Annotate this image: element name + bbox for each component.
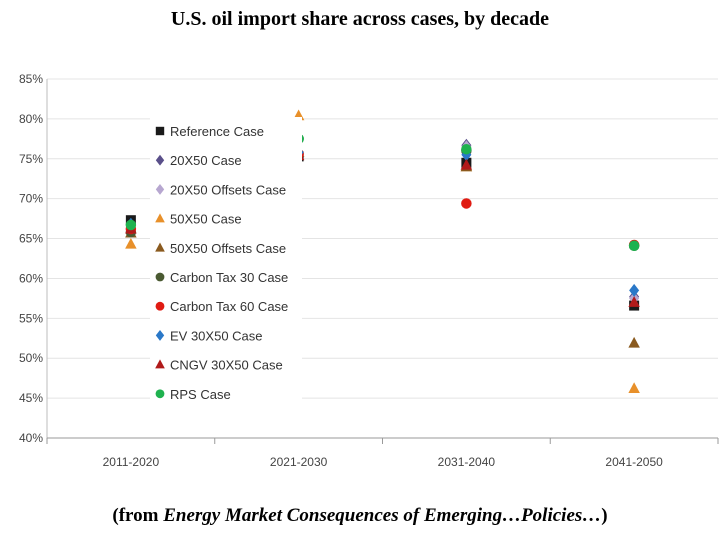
source-caption: (from Energy Market Consequences of Emer… bbox=[0, 505, 720, 527]
legend-label: RPS Case bbox=[170, 387, 231, 402]
chart-title: U.S. oil import share across cases, by d… bbox=[170, 8, 550, 30]
x-tick-label: 2011-2020 bbox=[103, 455, 160, 469]
legend-marker bbox=[155, 242, 165, 252]
legend-marker bbox=[155, 213, 165, 223]
y-tick-label: 60% bbox=[19, 271, 43, 285]
x-tick-label: 2041-2050 bbox=[605, 455, 663, 469]
legend-marker bbox=[155, 272, 165, 282]
data-point bbox=[628, 296, 640, 307]
legend-marker bbox=[155, 154, 165, 166]
y-tick-label: 75% bbox=[19, 152, 43, 166]
legend-label: 50X50 Offsets Case bbox=[170, 241, 286, 256]
y-tick-label: 80% bbox=[19, 112, 43, 126]
data-point bbox=[629, 283, 640, 297]
legend-box bbox=[150, 117, 302, 407]
y-tick-label: 55% bbox=[19, 311, 43, 325]
legend-label: EV 30X50 Case bbox=[170, 328, 263, 343]
data-point bbox=[460, 158, 473, 170]
data-point bbox=[461, 143, 472, 155]
legend-label: Carbon Tax 60 Case bbox=[170, 299, 288, 314]
legend-marker bbox=[155, 126, 165, 136]
legend-marker bbox=[155, 183, 165, 195]
data-point bbox=[628, 240, 640, 251]
x-tick-label: 2031-2040 bbox=[438, 455, 496, 469]
y-tick-label: 70% bbox=[19, 192, 43, 206]
y-tick-label: 40% bbox=[19, 431, 43, 445]
data-point bbox=[125, 237, 137, 249]
y-tick-label: 50% bbox=[19, 351, 43, 365]
data-point bbox=[125, 219, 137, 231]
legend-marker bbox=[155, 301, 165, 311]
x-tick-label: 2021-2030 bbox=[270, 455, 328, 469]
legend-label: Carbon Tax 30 Case bbox=[170, 270, 288, 285]
legend-marker bbox=[155, 329, 165, 341]
legend-label: CNGV 30X50 Case bbox=[170, 358, 283, 373]
data-point bbox=[628, 336, 640, 348]
caption-suffix: ) bbox=[601, 505, 608, 526]
y-tick-label: 65% bbox=[19, 232, 43, 246]
caption-prefix: (from bbox=[112, 505, 164, 526]
data-point bbox=[628, 382, 640, 394]
data-point bbox=[461, 198, 472, 209]
y-tick-label: 85% bbox=[19, 72, 43, 86]
caption-source-title: Energy Market Consequences of Emerging…P… bbox=[163, 505, 602, 526]
legend-marker bbox=[155, 389, 165, 399]
legend-label: Reference Case bbox=[170, 124, 264, 139]
legend-marker bbox=[155, 359, 165, 369]
y-tick-label: 45% bbox=[19, 391, 43, 405]
legend-label: 50X50 Case bbox=[170, 212, 242, 227]
legend-label: 20X50 Offsets Case bbox=[170, 182, 286, 197]
legend-label: 20X50 Case bbox=[170, 153, 242, 168]
